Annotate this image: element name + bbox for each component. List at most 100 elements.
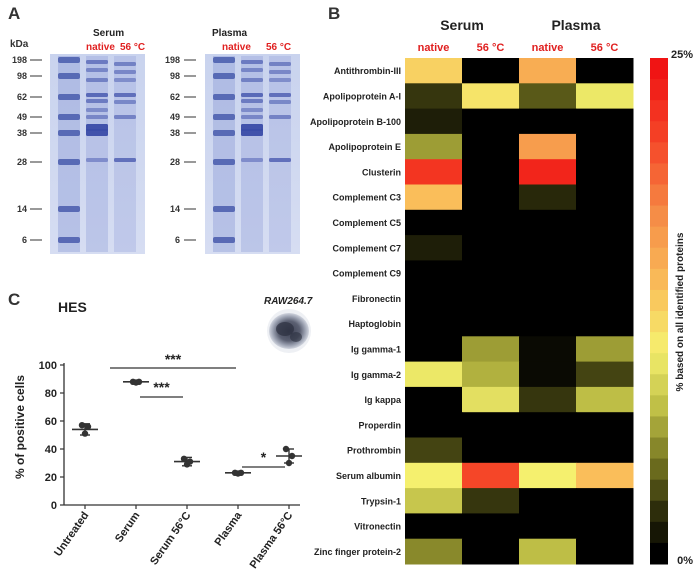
heatmap-cell xyxy=(405,462,463,489)
colorbar-segment xyxy=(650,184,668,207)
colorbar-segment xyxy=(650,268,668,291)
heatmap-cell xyxy=(462,58,520,84)
ladder-band xyxy=(58,237,80,243)
dotplot-point xyxy=(186,458,194,465)
heatmap-row-label: Haptoglobin xyxy=(349,319,402,329)
heatmap-row-label: Vitronectin xyxy=(354,522,401,532)
heatmap-cell xyxy=(519,386,577,413)
panel-letter-a: A xyxy=(8,4,21,23)
heatmap-cell xyxy=(576,437,634,464)
heat-band xyxy=(269,93,291,97)
dotplot-category-label: Plasma 56°C xyxy=(248,510,296,571)
colorbar-segment xyxy=(650,289,668,312)
heatmap-cell xyxy=(519,83,577,110)
colorbar-segment xyxy=(650,121,668,143)
heatmap-row-label: Complement C9 xyxy=(332,269,401,279)
colorbar-segment xyxy=(650,163,668,185)
colorbar-segment xyxy=(650,142,668,164)
heatmap-cell xyxy=(405,311,463,337)
native-band xyxy=(241,129,263,136)
heatmap-cell xyxy=(519,437,577,464)
heatmap-cell xyxy=(462,386,520,413)
gel-plasma-title: Plasma xyxy=(212,28,247,39)
heatmap-cell xyxy=(405,235,463,261)
heatmap-cell xyxy=(519,133,577,160)
heatmap-cell xyxy=(519,108,577,135)
gel-serum-title: Serum xyxy=(93,28,124,39)
native-band xyxy=(86,78,108,82)
heatmap-cell xyxy=(462,285,520,312)
heatmap-cell xyxy=(405,209,463,236)
heatmap-cell xyxy=(405,58,463,84)
heat-band xyxy=(269,70,291,74)
native-band xyxy=(86,93,108,97)
heatmap-cell xyxy=(405,437,463,464)
dotplot-point xyxy=(81,430,89,437)
heat-band xyxy=(114,93,136,97)
ladder-band xyxy=(213,114,235,120)
heatmap-cell xyxy=(462,133,520,160)
native-lane-smear xyxy=(86,56,108,252)
colorbar-segment xyxy=(650,226,668,249)
heatmap-cell xyxy=(462,462,520,489)
heatmap-cell xyxy=(576,386,634,413)
heatmap-row-label: Ig gamma-2 xyxy=(351,370,401,380)
colorbar-segment xyxy=(650,542,668,565)
heatmap-cell xyxy=(576,513,634,540)
heatmap-cell xyxy=(462,488,520,514)
native-band xyxy=(86,129,108,136)
colorbar-segment xyxy=(650,79,668,101)
dotplot-point xyxy=(288,452,296,460)
gel-marker-label-right: 14 xyxy=(170,204,180,214)
native-band xyxy=(86,99,108,103)
gel-marker-label-left: 6 xyxy=(22,235,27,245)
native-band xyxy=(241,108,263,112)
heatmap-cell xyxy=(519,235,577,261)
colorbar-segment xyxy=(650,374,668,396)
heatmap-row-label: Ig gamma-1 xyxy=(351,344,401,354)
ladder-band xyxy=(213,159,235,165)
native-band xyxy=(86,158,108,162)
heatmap-cell xyxy=(462,336,520,363)
heatmap-row-label: Apolipoprotein B-100 xyxy=(310,117,401,127)
heatmap-cell xyxy=(462,538,520,565)
heatmap-cell xyxy=(405,488,463,514)
dotplot-point xyxy=(285,459,293,467)
colorbar-title: % based on all identified proteins xyxy=(675,232,686,391)
colorbar-segment xyxy=(650,500,668,523)
heatmap-col-label: native xyxy=(418,42,450,54)
heatmap-cell xyxy=(576,488,634,514)
dotplot-point xyxy=(180,455,188,462)
heat-band xyxy=(269,78,291,82)
heatmap-cell xyxy=(519,361,577,388)
gel-plasma xyxy=(205,54,300,254)
ladder-band xyxy=(213,130,235,136)
heatmap-cell xyxy=(462,83,520,110)
heatmap-group-serum: Serum xyxy=(440,17,484,33)
gel-marker-label-left: 198 xyxy=(12,55,27,65)
heat-band xyxy=(114,62,136,66)
heatmap-cell xyxy=(405,513,463,540)
heatmap-cell xyxy=(405,285,463,312)
colorbar-segment xyxy=(650,205,668,228)
native-band xyxy=(86,108,108,112)
dotplot-ytick-label: 20 xyxy=(45,472,57,484)
kda-label: kDa xyxy=(10,39,29,50)
dotplot-ylabel: % of positive cells xyxy=(13,375,27,479)
gel-marker-label-left: 98 xyxy=(17,71,27,81)
heatmap-cell xyxy=(519,285,577,312)
heatmap-row-label: Fibronectin xyxy=(352,294,401,304)
heat-band xyxy=(269,100,291,104)
heatmap-cell xyxy=(405,361,463,388)
heatmap-cell xyxy=(405,538,463,565)
panel-letter-b: B xyxy=(328,4,341,23)
heatmap-cell xyxy=(405,386,463,413)
heatmap-row-label: Clusterin xyxy=(362,167,401,177)
heatmap-cell xyxy=(576,83,634,110)
colorbar-segment xyxy=(650,353,668,375)
colorbar-segment xyxy=(650,395,668,417)
heatmap-cell xyxy=(462,412,520,438)
ladder-band xyxy=(58,159,80,165)
dotplot-category-label: Untreated xyxy=(52,510,91,559)
heatmap-row-label: Antithrombin-III xyxy=(334,66,401,76)
